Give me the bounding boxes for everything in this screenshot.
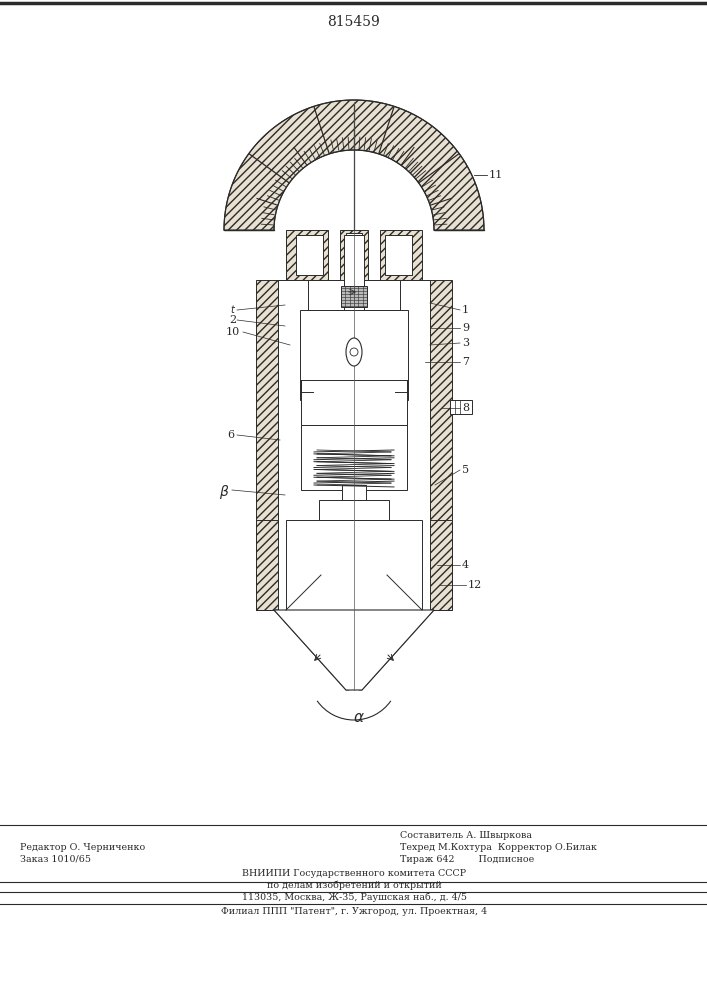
Text: 3: 3 — [462, 338, 469, 348]
Polygon shape — [407, 380, 425, 425]
Bar — [286, 520, 422, 610]
Ellipse shape — [346, 338, 362, 366]
Text: Составитель А. Швыркова: Составитель А. Швыркова — [400, 830, 532, 840]
Polygon shape — [422, 520, 452, 610]
Bar — [308, 280, 400, 310]
Ellipse shape — [350, 348, 358, 356]
Text: 113035, Москва, Ж-35, Раушская наб., д. 4/5: 113035, Москва, Ж-35, Раушская наб., д. … — [242, 892, 467, 902]
Text: 1: 1 — [462, 305, 469, 315]
Polygon shape — [418, 280, 430, 332]
Bar — [300, 310, 408, 400]
Text: 2: 2 — [229, 315, 236, 325]
Polygon shape — [283, 380, 301, 425]
Polygon shape — [408, 310, 422, 400]
Polygon shape — [286, 310, 300, 400]
Text: 7: 7 — [462, 357, 469, 367]
Text: 11: 11 — [489, 170, 503, 180]
Polygon shape — [380, 230, 422, 280]
Bar — [319, 500, 389, 520]
Text: t: t — [230, 305, 234, 315]
Polygon shape — [281, 425, 301, 445]
Polygon shape — [256, 280, 278, 610]
Text: Филиал ППП "Патент", г. Ужгород, ул. Проектная, 4: Филиал ППП "Патент", г. Ужгород, ул. Про… — [221, 908, 487, 916]
Bar — [278, 280, 430, 610]
Polygon shape — [290, 280, 308, 310]
Bar — [450, 400, 472, 414]
Text: 5: 5 — [462, 465, 469, 475]
Bar — [346, 233, 362, 277]
Text: 4: 4 — [462, 560, 469, 570]
Polygon shape — [340, 230, 368, 280]
Polygon shape — [430, 280, 452, 610]
Polygon shape — [400, 280, 418, 310]
Text: Редактор О. Черниченко: Редактор О. Черниченко — [20, 842, 145, 852]
Bar — [296, 235, 323, 275]
Polygon shape — [387, 585, 422, 610]
Text: 8: 8 — [462, 403, 469, 413]
Polygon shape — [274, 610, 434, 690]
Text: α: α — [354, 710, 364, 725]
Bar — [385, 235, 412, 275]
Polygon shape — [278, 280, 290, 332]
Text: 12: 12 — [468, 580, 482, 590]
Polygon shape — [286, 230, 328, 280]
Text: 815459: 815459 — [327, 15, 380, 29]
Text: Тираж 642        Подписное: Тираж 642 Подписное — [400, 854, 534, 863]
Polygon shape — [224, 100, 484, 230]
Text: 6: 6 — [227, 430, 234, 440]
Text: β: β — [219, 485, 228, 499]
Bar — [341, 286, 367, 307]
Bar — [342, 485, 366, 500]
Bar — [301, 425, 407, 490]
Text: ВНИИПИ Государственного комитета СССР: ВНИИПИ Государственного комитета СССР — [242, 868, 466, 878]
Bar — [344, 235, 364, 615]
Text: Техред М.Кохтура  Корректор О.Билак: Техред М.Кохтура Корректор О.Билак — [400, 842, 597, 852]
Text: Заказ 1010/65: Заказ 1010/65 — [20, 854, 91, 863]
Polygon shape — [359, 610, 434, 690]
Polygon shape — [274, 610, 349, 690]
Polygon shape — [286, 585, 321, 610]
Polygon shape — [256, 520, 286, 610]
Text: 9: 9 — [462, 323, 469, 333]
Text: 10: 10 — [226, 327, 240, 337]
Text: по делам изобретений и открытий: по делам изобретений и открытий — [267, 880, 441, 890]
Bar — [301, 380, 407, 425]
Polygon shape — [407, 425, 427, 445]
